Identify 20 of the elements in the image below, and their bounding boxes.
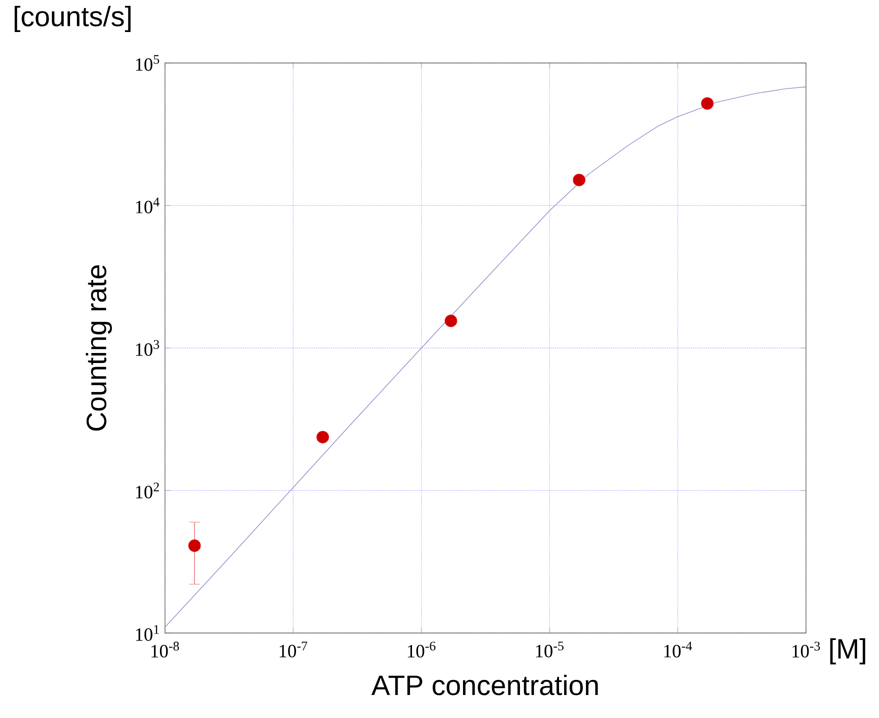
point bbox=[316, 430, 329, 444]
y-tick-label: 10$^{3}$ bbox=[136, 340, 160, 356]
point bbox=[188, 539, 201, 552]
x-axis-title: ATP concentration bbox=[371, 674, 598, 696]
x-tick-label: 10$^{-4}$ bbox=[664, 642, 692, 658]
y-tick-label: 10$^{4}$ bbox=[136, 198, 160, 214]
x-tick-label: 10$^{-6}$ bbox=[408, 642, 436, 658]
x-tick-label: 10$^{-8}$ bbox=[152, 642, 179, 658]
y-tick-label: 10$^{5}$ bbox=[136, 55, 160, 71]
y-axis-title: Counting rate bbox=[86, 265, 112, 431]
x-tick-label: 10$^{-7}$ bbox=[280, 642, 308, 658]
point bbox=[444, 314, 458, 328]
point bbox=[572, 174, 586, 186]
point bbox=[701, 97, 714, 110]
text: [counts/s] bbox=[14, 6, 131, 32]
y-tick-label: 10$^{2}$ bbox=[136, 482, 159, 498]
x-tick-label: 10$^{-5}$ bbox=[536, 642, 564, 658]
y-tick-label: 10$^{1}$ bbox=[136, 625, 159, 641]
text: [M] bbox=[830, 638, 866, 664]
x-tick-label: 10$^{-3}$ bbox=[792, 642, 820, 658]
